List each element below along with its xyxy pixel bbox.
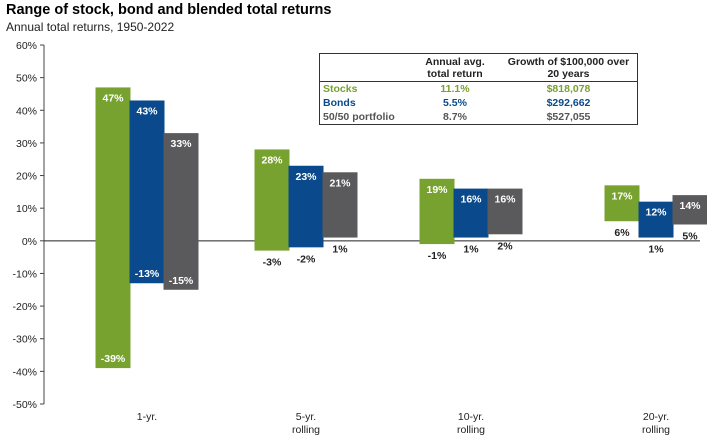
y-tick-label: 50% (16, 73, 37, 85)
bar-stocks (254, 149, 290, 251)
bar-min-label: 6% (614, 227, 630, 239)
summary-header-growth: Growth of $100,000 over 20 years (507, 56, 630, 80)
summary-avg: 11.1% (440, 83, 470, 95)
bar-bonds (638, 201, 674, 238)
summary-row-bonds: Bonds 5.5% $292,662 (320, 96, 638, 110)
chart-subtitle: Annual total returns, 1950-2022 (6, 20, 175, 34)
bar-max-label: 21% (329, 177, 351, 189)
bar-max-label: 28% (261, 154, 283, 166)
bar-max-label: 17% (611, 190, 633, 202)
y-tick-label: -40% (12, 366, 37, 378)
summary-growth: $292,662 (546, 97, 591, 109)
y-tick-label: -20% (12, 301, 37, 313)
x-tick-label: 20-yr. (643, 411, 669, 423)
bar-max-label: 16% (494, 194, 516, 206)
bar-max-label: 33% (170, 138, 192, 150)
summary-table-header: Annual avg. total return Growth of $100,0… (319, 54, 638, 82)
bar-max-label: 23% (295, 171, 317, 183)
y-tick-label: -50% (12, 399, 37, 411)
bar-max-label: 47% (102, 92, 124, 104)
x-tick-label: 1-yr. (137, 411, 157, 423)
summary-avg: 5.5% (443, 97, 467, 109)
x-tick-label: 10-yr. (458, 411, 484, 423)
summary-growth: $818,078 (546, 83, 591, 95)
bar-bonds (288, 165, 324, 248)
summary-table: Annual avg. total return Growth of $100,0… (319, 53, 638, 125)
bar-max-label: 14% (679, 200, 701, 212)
bar-min-label: 2% (497, 240, 513, 252)
y-tick-label: 40% (16, 105, 37, 117)
bar-min-label: -39% (101, 353, 126, 365)
bar-stocks (604, 185, 640, 222)
summary-growth: $527,055 (546, 111, 591, 123)
bar-min-label: 1% (332, 244, 348, 256)
bar-min-label: 5% (682, 231, 698, 243)
summary-name: Bonds (323, 97, 356, 109)
bar-max-label: 43% (136, 105, 158, 117)
y-tick-label: 30% (16, 138, 37, 150)
y-tick-label: 10% (16, 203, 37, 215)
summary-header-blank (320, 54, 411, 82)
y-tick-label: 20% (16, 171, 37, 183)
y-tick-label: -30% (12, 334, 37, 346)
chart-data-labels: 47% -39% 43% -13% 33% -15% 28% -3% 23% -2% 21% 1% 19… (101, 92, 701, 365)
x-tick-label: rolling (642, 424, 670, 436)
y-tick-label: -10% (12, 268, 37, 280)
x-tick-label: rolling (292, 424, 320, 436)
bar-min-label: -1% (428, 250, 447, 262)
chart-bars (95, 87, 707, 369)
x-tick-label: rolling (457, 424, 485, 436)
bar-min-label: -2% (297, 253, 316, 265)
y-tick-label: 60% (16, 40, 37, 52)
summary-row-portfolio: 50/50 portfolio 8.7% $527,055 (320, 110, 638, 125)
chart-axes: -50% -40% -30% -20% -10% 0% 10% 20% 30% 40% 50% 60%… (12, 40, 700, 436)
summary-header-avg: Annual avg. total return (425, 56, 485, 80)
bar-50-50-portfolio (163, 133, 199, 290)
bar-max-label: 16% (460, 194, 482, 206)
bar-bonds (129, 100, 165, 284)
bar-max-label: 19% (426, 184, 448, 196)
bar-50-50-portfolio (322, 172, 358, 238)
x-tick-label: 5-yr. (296, 411, 316, 423)
chart-title: Range of stock, bond and blended total r… (6, 2, 332, 18)
y-tick-label: 0% (22, 236, 37, 248)
bar-max-label: 12% (645, 207, 667, 219)
summary-name: Stocks (323, 83, 358, 95)
summary-avg: 8.7% (443, 111, 467, 123)
summary-name: 50/50 portfolio (323, 111, 395, 123)
bar-bonds (453, 188, 489, 238)
bar-stocks (419, 178, 455, 245)
bar-min-label: -3% (263, 257, 282, 269)
bar-min-label: -15% (169, 275, 194, 287)
bar-50-50-portfolio (672, 195, 707, 225)
bar-min-label: -13% (135, 268, 160, 280)
bar-stocks (95, 87, 131, 369)
bar-min-label: 1% (463, 244, 479, 256)
bar-min-label: 1% (648, 244, 664, 256)
bar-50-50-portfolio (487, 188, 523, 235)
summary-row-stocks: Stocks 11.1% $818,078 (320, 82, 638, 97)
